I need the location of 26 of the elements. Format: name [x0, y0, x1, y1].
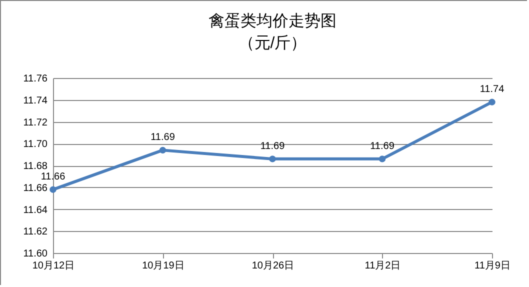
- point: [269, 156, 276, 162]
- y-tick-label: 11.64: [23, 204, 48, 216]
- x-tick-label: 11月9日: [474, 260, 510, 272]
- point: [50, 186, 56, 193]
- data-label: 11.69: [260, 140, 286, 152]
- x-tick-label: 11月2日: [364, 260, 401, 272]
- x-tick-label: 10月12日: [32, 260, 75, 272]
- y-tick-label: 11.66: [23, 182, 48, 194]
- data-label: 11.69: [150, 132, 176, 144]
- data-label: 11.74: [480, 84, 505, 96]
- y-tick-label: 11.76: [23, 74, 48, 84]
- x-tick-label: 10月26日: [252, 260, 294, 272]
- data-label: 11.66: [40, 172, 66, 183]
- y-tick-label: 11.70: [23, 139, 48, 150]
- data-label: 11.69: [370, 140, 395, 152]
- point: [488, 98, 496, 106]
- chart-subtitle: （元/斤）: [238, 34, 307, 52]
- y-tick-label: 11.62: [23, 226, 48, 238]
- y-tick-label: 11.72: [23, 117, 48, 128]
- x-tick-label: 10月19日: [142, 260, 184, 272]
- chart-title: 禽蛋类均价走势图: [208, 12, 336, 30]
- y-tick-label: 11.60: [23, 248, 48, 260]
- point: [378, 156, 386, 162]
- y-tick-label: 11.68: [23, 161, 48, 172]
- point: [159, 146, 166, 154]
- y-tick-label: 11.74: [23, 95, 48, 106]
